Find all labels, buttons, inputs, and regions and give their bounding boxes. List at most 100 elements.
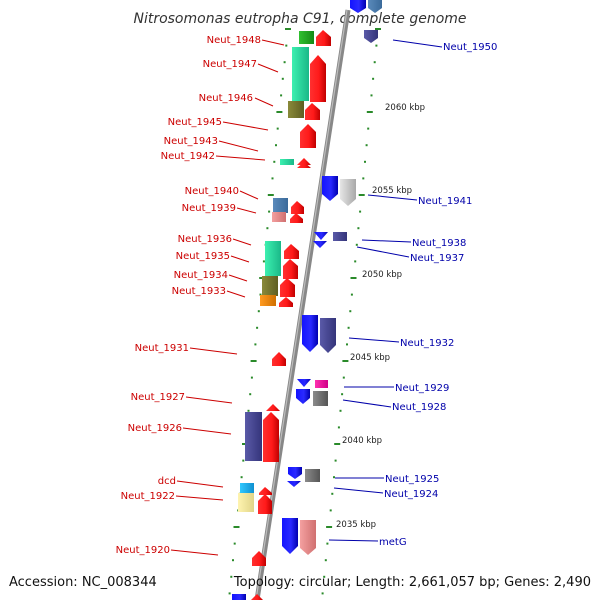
scale-labels: 2060 kbp 2055 kbp 2050 kbp 2045 kbp 2040… [336, 103, 425, 530]
scale-tick [367, 127, 370, 130]
gene-neut-1942b[interactable] [297, 162, 311, 168]
gene-label-neut-1932[interactable]: Neut_1932 [400, 338, 454, 349]
gene-label-neut-1926[interactable]: Neut_1926 [128, 423, 182, 434]
gene-neut-1941[interactable] [322, 176, 338, 201]
gene-neut-1948[interactable] [299, 31, 314, 44]
gene-neut-1932b[interactable] [320, 318, 336, 353]
gene-neut-1950c[interactable] [364, 30, 378, 43]
right-strand-genes [282, 0, 382, 555]
scale-tick [250, 360, 257, 362]
scale-tick [323, 575, 326, 578]
gene-label-neut-1950[interactable]: Neut_1950 [443, 42, 497, 53]
gene-neut-1934[interactable] [262, 276, 278, 296]
gene-label-neut-1920[interactable]: Neut_1920 [116, 545, 170, 556]
gene-neut-1937[interactable] [313, 241, 327, 248]
scale-tick [364, 160, 366, 163]
scale-tick [350, 293, 353, 296]
gene-label-neut-1929[interactable]: Neut_1929 [395, 383, 449, 394]
gene-neut-1950[interactable] [350, 0, 366, 13]
gene-neut-1945[interactable] [300, 124, 316, 148]
gene-label-neut-1922[interactable]: Neut_1922 [121, 491, 175, 502]
gene-label-neut-1938[interactable]: Neut_1938 [412, 238, 466, 249]
gene-neut-1941b[interactable] [340, 179, 356, 206]
gene-dcd-b[interactable] [259, 487, 272, 495]
gene-neut-1926b[interactable] [263, 412, 279, 462]
gene-label-neut-1943[interactable]: Neut_1943 [164, 136, 218, 147]
scale-tick [232, 559, 234, 562]
gene-label-neut-1924[interactable]: Neut_1924 [384, 489, 438, 500]
gene-neut-1922b[interactable] [258, 494, 272, 514]
gene-label-metg[interactable]: metG [379, 537, 407, 548]
gene-neut-1933b[interactable] [279, 297, 293, 307]
scale-tick [354, 260, 357, 263]
gene-label-neut-1940[interactable]: Neut_1940 [185, 186, 239, 197]
gene-neut-1938b[interactable] [333, 232, 347, 241]
scale-label: 2040 kbp [342, 436, 382, 446]
gene-neut-1935[interactable] [283, 259, 298, 279]
gene-neut-1932[interactable] [302, 315, 318, 352]
gene-label-neut-1927[interactable]: Neut_1927 [131, 392, 185, 403]
gene-neut-1927[interactable] [266, 404, 280, 411]
gene-neut-1946b[interactable] [305, 103, 320, 120]
gene-neut-1925b[interactable] [305, 469, 320, 482]
gene-neut-1947[interactable] [292, 47, 309, 101]
scale-tick [373, 61, 376, 64]
gene-label-neut-1948[interactable]: Neut_1948 [207, 35, 261, 46]
gene-neut-1928b[interactable] [313, 391, 328, 406]
gene-neut-1942[interactable] [297, 158, 311, 165]
gene-label-neut-1947[interactable]: Neut_1947 [203, 59, 257, 70]
gene-label-neut-1942[interactable]: Neut_1942 [161, 151, 215, 162]
scale-tick [366, 111, 373, 113]
scale-tick [334, 459, 337, 462]
scale-tick [285, 44, 288, 47]
gene-neut-1924[interactable] [287, 481, 301, 487]
gene-label-neut-1925[interactable]: Neut_1925 [385, 474, 439, 485]
gene-neut-1950b[interactable] [368, 0, 382, 13]
gene-label-neut-1936[interactable]: Neut_1936 [178, 234, 232, 245]
scale-tick [326, 542, 329, 545]
gene-bottom-2[interactable] [251, 594, 263, 600]
gene-dcd[interactable] [240, 483, 254, 493]
gene-neut-1934b[interactable] [280, 278, 295, 297]
gene-metg[interactable] [282, 518, 298, 554]
gene-label-neut-1933[interactable]: Neut_1933 [172, 286, 226, 297]
gene-label-dcd[interactable]: dcd [158, 476, 176, 487]
gene-label-neut-1939[interactable]: Neut_1939 [182, 203, 236, 214]
gene-neut-1925[interactable] [288, 467, 302, 479]
gene-neut-1928[interactable] [296, 389, 310, 404]
gene-label-neut-1931[interactable]: Neut_1931 [135, 343, 189, 354]
gene-neut-1929b[interactable] [315, 380, 328, 388]
scale-tick [240, 476, 243, 479]
gene-label-neut-1935[interactable]: Neut_1935 [176, 251, 230, 262]
gene-neut-1943[interactable] [280, 159, 294, 165]
gene-label-neut-1928[interactable]: Neut_1928 [392, 402, 446, 413]
gene-neut-1947b[interactable] [310, 55, 326, 102]
gene-neut-1939b[interactable] [290, 213, 303, 223]
right-label-connectors [328, 39, 443, 542]
gene-neut-1929[interactable] [297, 379, 311, 387]
gene-bottom-1[interactable] [232, 594, 246, 600]
gene-neut-1922[interactable] [238, 493, 254, 512]
gene-neut-1920[interactable] [252, 551, 266, 566]
gene-neut-1926[interactable] [245, 412, 262, 461]
gene-neut-1940[interactable] [273, 198, 288, 213]
gene-neut-1940b[interactable] [291, 201, 304, 214]
gene-label-neut-1945[interactable]: Neut_1945 [168, 117, 222, 128]
gene-neut-1931[interactable] [272, 352, 286, 366]
gene-neut-1933[interactable] [260, 295, 276, 306]
genome-backbone [254, 9, 351, 600]
gene-neut-1948b[interactable] [316, 30, 331, 46]
gene-label-neut-1946[interactable]: Neut_1946 [199, 93, 253, 104]
scale-ticks [228, 28, 381, 595]
gene-label-neut-1934[interactable]: Neut_1934 [174, 270, 228, 281]
gene-label-neut-1941[interactable]: Neut_1941 [418, 196, 472, 207]
gene-neut-1936[interactable] [265, 241, 281, 276]
gene-metg-b[interactable] [300, 520, 316, 555]
gene-neut-1936b[interactable] [284, 244, 299, 259]
map-title: Nitrosomonas eutropha C91, complete geno… [133, 11, 466, 27]
gene-neut-1938[interactable] [314, 232, 328, 240]
gene-neut-1939[interactable] [272, 212, 286, 222]
gene-neut-1946[interactable] [288, 101, 304, 118]
scale-tick [342, 360, 349, 362]
gene-label-neut-1937[interactable]: Neut_1937 [410, 253, 464, 264]
